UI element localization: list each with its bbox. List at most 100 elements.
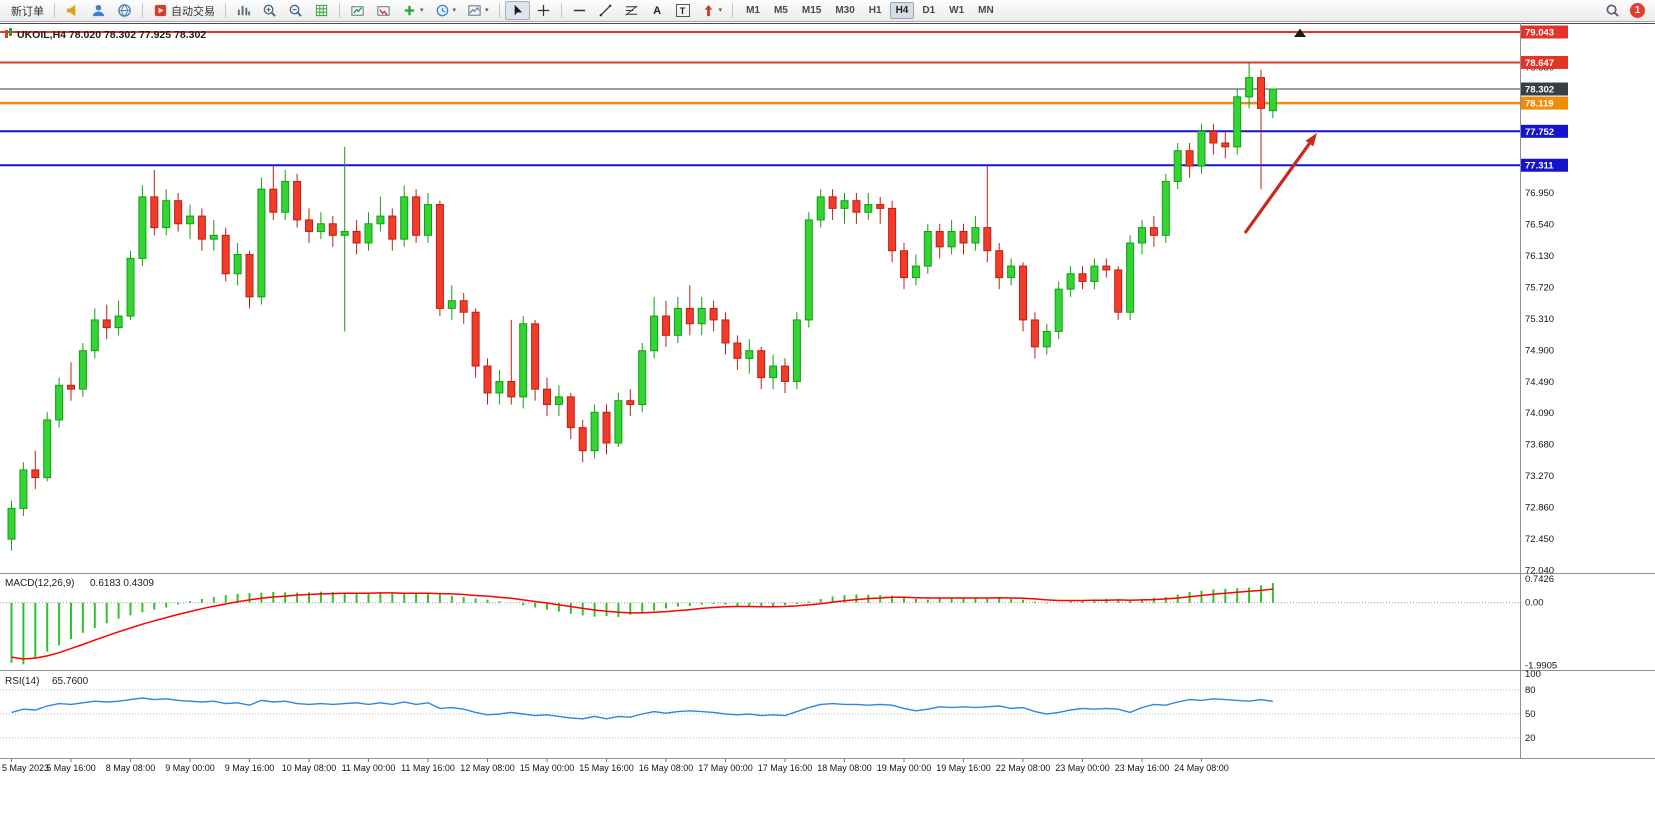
annotations [1243, 28, 1317, 234]
candle [257, 188, 266, 298]
candle [673, 307, 682, 336]
price-axis-tick: 74.900 [1525, 346, 1554, 357]
rsi-axis-tick: 100 [1525, 669, 1541, 680]
time-axis-label: 8 May 08:00 [106, 763, 156, 773]
community-chat-button[interactable] [86, 1, 111, 20]
candle [900, 250, 908, 279]
macd-label: MACD(12,26,9) [5, 578, 74, 589]
chart-window-icon [5, 30, 8, 38]
timeframe-toolbar: M1 M5 M15 M30 H1 H4 D1 W1 MN [740, 2, 1000, 19]
label-tool-button[interactable]: T [671, 1, 695, 20]
macd-axis-tick: -1.9905 [1525, 661, 1557, 672]
price-axis-tick: 73.680 [1525, 440, 1554, 451]
zoom-in-button[interactable] [257, 1, 282, 20]
candle [1233, 96, 1242, 148]
toolbar-separator [225, 3, 226, 18]
time-axis-label: 9 May 00:00 [165, 763, 215, 773]
candle [852, 200, 861, 213]
candle [328, 223, 337, 236]
candle [376, 215, 385, 225]
candle [1030, 319, 1039, 348]
candle [531, 323, 540, 390]
candle [412, 196, 421, 236]
trend-arrow-annotation[interactable] [1243, 142, 1311, 234]
new-order-label: 新订单 [11, 5, 44, 18]
candle [78, 350, 87, 390]
timeframe-button-m15[interactable]: M15 [801, 5, 822, 16]
trendline-tool-button[interactable] [593, 1, 618, 20]
cursor-tool-button[interactable] [504, 1, 530, 20]
periods-button[interactable]: ▾ [430, 1, 462, 20]
chart-title: UKOIL,H4 78.020 78.302 77.925 78.302 [17, 29, 206, 41]
chart-header: UKOIL,H4 78.020 78.302 77.925 78.302 [5, 28, 206, 41]
candle [733, 342, 742, 359]
trend-arrow-head[interactable] [1305, 133, 1317, 147]
rsi-indicator: 100 80 50 20 [0, 669, 1541, 744]
text-tool-button[interactable]: A [645, 1, 670, 20]
web-community-button[interactable] [112, 1, 137, 20]
timeframe-button-w1[interactable]: W1 [949, 5, 965, 16]
candle [554, 396, 563, 406]
price-axis-tick: 76.130 [1525, 251, 1554, 262]
news-button[interactable] [60, 1, 85, 20]
notification-badge[interactable]: 1 [1630, 3, 1645, 18]
timeframe-button-d1[interactable]: D1 [922, 5, 936, 16]
candle [293, 180, 302, 221]
price-axis-tick: 76.950 [1525, 188, 1554, 199]
new-order-button[interactable]: 新订单 [6, 1, 49, 20]
grid-button[interactable] [309, 1, 334, 20]
timeframe-button-mn[interactable]: MN [978, 5, 994, 16]
zoom-out-button[interactable] [283, 1, 308, 20]
chart-shift-marker[interactable] [1294, 28, 1306, 38]
candle [1066, 273, 1075, 290]
crosshair-tool-button[interactable] [531, 1, 556, 20]
price-level-label [1521, 82, 1568, 96]
price-axis[interactable]: 78.58076.95076.54076.13075.72075.31074.9… [1525, 63, 1554, 577]
arrows-tool-button[interactable]: ▾ [696, 1, 728, 20]
templates-button[interactable]: ▾ [462, 1, 494, 20]
candle [424, 204, 432, 236]
price-level-label [1521, 158, 1568, 172]
horizontal-line-tool-button[interactable] [567, 1, 592, 20]
cascade-windows-button[interactable] [371, 1, 396, 20]
price-level-labels: 79.043 78.647 78.302 78.119 77.752 77.311 [1521, 25, 1568, 172]
template-image-icon [468, 5, 481, 16]
candle [126, 257, 135, 317]
candle [1102, 265, 1111, 271]
candle [816, 196, 825, 221]
candle [947, 230, 956, 248]
timeframe-button-m1[interactable]: M1 [746, 5, 760, 16]
candle [828, 196, 837, 209]
timeframe-button-m30[interactable]: M30 [835, 5, 855, 16]
candle [1078, 273, 1087, 282]
timeframe-button-m5[interactable]: M5 [773, 5, 788, 16]
timeframe-button-h1[interactable]: H1 [868, 5, 882, 16]
time-axis-label: 18 May 08:00 [817, 763, 872, 773]
candle [995, 250, 1004, 279]
add-indicator-button[interactable]: ▾ [397, 1, 429, 20]
candle [1185, 150, 1194, 167]
time-axis-label: 19 May 16:00 [936, 763, 991, 773]
timeframe-button-h4[interactable]: H4 [889, 2, 915, 19]
dropdown-caret-icon: ▾ [452, 7, 457, 14]
person-icon [92, 4, 105, 17]
autotrading-button[interactable]: 自动交易 [148, 1, 220, 20]
fibonacci-tool-button[interactable] [619, 1, 644, 20]
candle [19, 469, 28, 509]
search-button[interactable] [1600, 1, 1625, 20]
tile-windows-button[interactable] [345, 1, 370, 20]
candle [400, 196, 409, 240]
rsi-line [11, 697, 1274, 720]
candle [614, 400, 623, 444]
chart-bars-button[interactable] [231, 1, 256, 20]
price-level-label-text: 78.647 [1525, 58, 1554, 69]
price-level-lines [0, 31, 1520, 167]
price-level-label [1521, 124, 1568, 138]
candle [233, 254, 242, 275]
main-toolbar: 新订单 自动交易 [0, 0, 1655, 22]
toolbar-separator [732, 3, 734, 18]
price-axis-tick: 75.310 [1525, 314, 1554, 325]
